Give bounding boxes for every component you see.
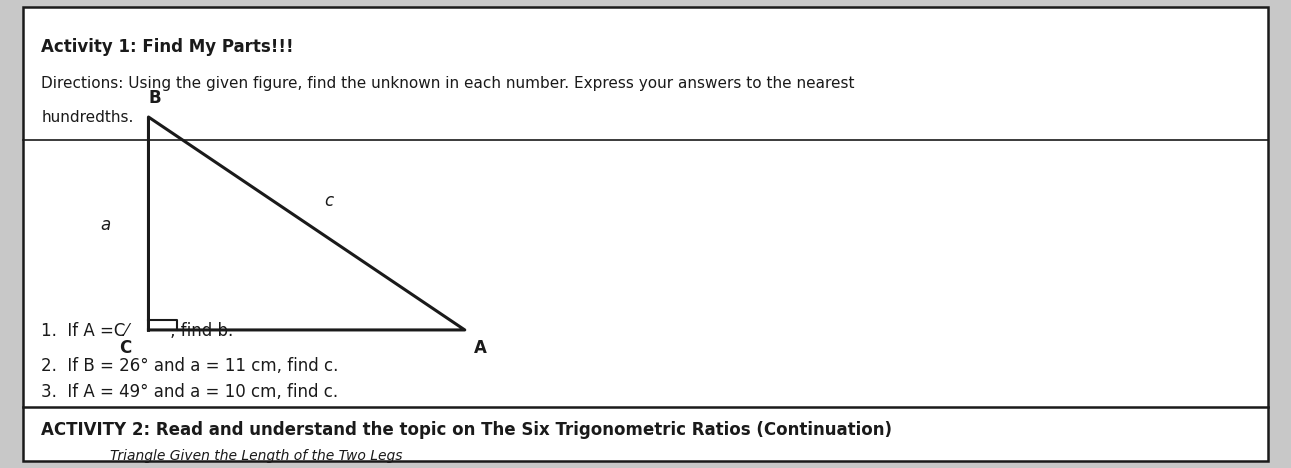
Text: A: A xyxy=(474,339,487,357)
Text: 1.  If A =C⁄        , find b.: 1. If A =C⁄ , find b. xyxy=(41,322,234,340)
Text: a: a xyxy=(101,216,111,234)
Text: hundredths.: hundredths. xyxy=(41,110,134,125)
Text: c: c xyxy=(324,192,334,210)
Text: Triangle Given the Length of the Two Legs: Triangle Given the Length of the Two Leg… xyxy=(110,449,403,463)
Text: ACTIVITY 2: Read and understand the topic on The Six Trigonometric Ratios (Conti: ACTIVITY 2: Read and understand the topi… xyxy=(41,421,892,439)
Text: Directions: Using the given figure, find the unknown in each number. Express you: Directions: Using the given figure, find… xyxy=(41,76,855,91)
Text: C: C xyxy=(119,339,132,357)
Text: B: B xyxy=(148,89,161,107)
Text: Activity 1: Find My Parts!!!: Activity 1: Find My Parts!!! xyxy=(41,38,294,56)
FancyBboxPatch shape xyxy=(23,7,1268,461)
Text: 3.  If A = 49° and a = 10 cm, find c.: 3. If A = 49° and a = 10 cm, find c. xyxy=(41,383,338,401)
Text: 2.  If B = 26° and a = 11 cm, find c.: 2. If B = 26° and a = 11 cm, find c. xyxy=(41,357,338,375)
